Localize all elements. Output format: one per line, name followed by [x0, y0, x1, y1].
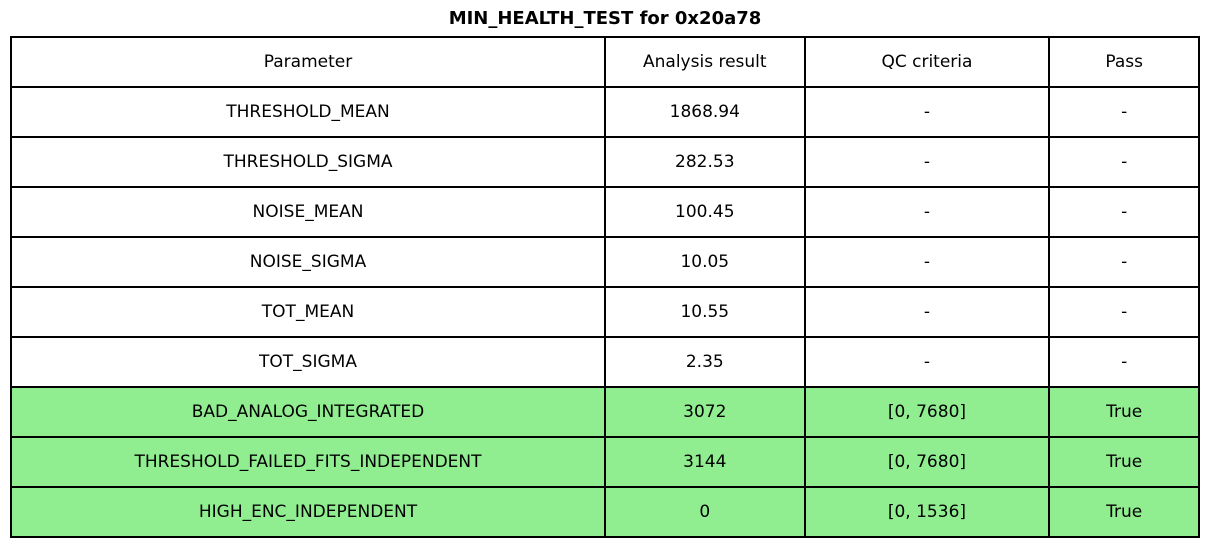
header-qc-criteria: QC criteria: [803, 36, 1051, 88]
header-analysis-result: Analysis result: [604, 36, 806, 88]
cell-pass: True: [1048, 436, 1200, 488]
cell-qc-criteria: -: [803, 286, 1051, 338]
cell-pass: -: [1048, 186, 1200, 238]
cell-parameter: NOISE_SIGMA: [10, 236, 606, 288]
cell-parameter: THRESHOLD_MEAN: [10, 86, 606, 138]
cell-analysis-result: 1868.94: [604, 86, 806, 138]
table-row-threshold-sigma: THRESHOLD_SIGMA 282.53 - -: [10, 136, 1200, 188]
cell-analysis-result: 100.45: [604, 186, 806, 238]
cell-pass: -: [1048, 236, 1200, 288]
cell-pass: -: [1048, 136, 1200, 188]
table-row-bad-analog-integrated: BAD_ANALOG_INTEGRATED 3072 [0, 7680] Tru…: [10, 386, 1200, 438]
cell-pass: -: [1048, 86, 1200, 138]
table-row-threshold-failed-fits-independent: THRESHOLD_FAILED_FITS_INDEPENDENT 3144 […: [10, 436, 1200, 488]
table-row-tot-sigma: TOT_SIGMA 2.35 - -: [10, 336, 1200, 388]
cell-qc-criteria: [0, 7680]: [803, 386, 1051, 438]
cell-qc-criteria: [0, 7680]: [803, 436, 1051, 488]
cell-parameter: THRESHOLD_SIGMA: [10, 136, 606, 188]
cell-qc-criteria: -: [803, 336, 1051, 388]
cell-pass: -: [1048, 286, 1200, 338]
table-row-tot-mean: TOT_MEAN 10.55 - -: [10, 286, 1200, 338]
qc-results-table: Parameter Analysis result QC criteria Pa…: [10, 36, 1200, 538]
header-row: Parameter Analysis result QC criteria Pa…: [10, 36, 1200, 88]
cell-qc-criteria: -: [803, 236, 1051, 288]
cell-qc-criteria: -: [803, 86, 1051, 138]
header-parameter: Parameter: [10, 36, 606, 88]
cell-parameter: THRESHOLD_FAILED_FITS_INDEPENDENT: [10, 436, 606, 488]
cell-pass: True: [1048, 486, 1200, 538]
cell-analysis-result: 2.35: [604, 336, 806, 388]
cell-analysis-result: 282.53: [604, 136, 806, 188]
cell-analysis-result: 10.55: [604, 286, 806, 338]
cell-analysis-result: 3144: [604, 436, 806, 488]
cell-analysis-result: 0: [604, 486, 806, 538]
cell-analysis-result: 3072: [604, 386, 806, 438]
cell-parameter: BAD_ANALOG_INTEGRATED: [10, 386, 606, 438]
cell-parameter: NOISE_MEAN: [10, 186, 606, 238]
cell-analysis-result: 10.05: [604, 236, 806, 288]
cell-parameter: TOT_SIGMA: [10, 336, 606, 388]
table-row-threshold-mean: THRESHOLD_MEAN 1868.94 - -: [10, 86, 1200, 138]
cell-pass: -: [1048, 336, 1200, 388]
cell-pass: True: [1048, 386, 1200, 438]
cell-qc-criteria: -: [803, 186, 1051, 238]
table-row-noise-mean: NOISE_MEAN 100.45 - -: [10, 186, 1200, 238]
cell-parameter: TOT_MEAN: [10, 286, 606, 338]
figure-title: MIN_HEALTH_TEST for 0x20a78: [448, 8, 762, 29]
cell-parameter: HIGH_ENC_INDEPENDENT: [10, 486, 606, 538]
cell-qc-criteria: -: [803, 136, 1051, 188]
table-row-noise-sigma: NOISE_SIGMA 10.05 - -: [10, 236, 1200, 288]
table-row-high-enc-independent: HIGH_ENC_INDEPENDENT 0 [0, 1536] True: [10, 486, 1200, 538]
cell-qc-criteria: [0, 1536]: [803, 486, 1051, 538]
header-pass: Pass: [1048, 36, 1200, 88]
